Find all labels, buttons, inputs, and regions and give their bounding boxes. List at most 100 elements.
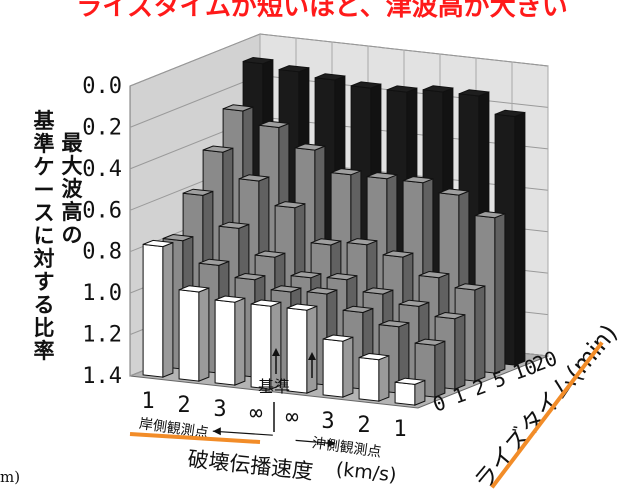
x-tick-label: 1 <box>393 417 406 442</box>
y-axis-label-char: ー <box>34 178 55 202</box>
bar-top-face <box>278 65 310 73</box>
bar-top-face <box>330 168 362 176</box>
bar-top-face <box>474 210 506 219</box>
bar-top-face <box>214 295 246 303</box>
y-axis-label-char: 大 <box>62 154 83 178</box>
bar-top-face <box>366 172 398 180</box>
bar-top-face <box>346 238 378 246</box>
x-tick-label: 3 <box>321 409 334 434</box>
arrowhead <box>308 352 316 360</box>
y-tick-label: 1.4 <box>82 364 122 389</box>
bar <box>250 299 282 390</box>
bar <box>286 303 318 394</box>
bar-top-face <box>258 120 290 129</box>
bar-side-face <box>494 212 506 374</box>
bar-top-face <box>398 299 430 307</box>
bar-side-face <box>434 340 446 398</box>
bar-side-face <box>234 297 246 386</box>
bar-side-face <box>342 336 354 398</box>
bar-top-face <box>458 89 490 97</box>
y-axis-label-char: 波 <box>62 177 84 201</box>
y-axis-label-char: す <box>34 270 55 294</box>
bar-front-face <box>286 307 308 394</box>
y-tick-label: 1.2 <box>82 323 122 348</box>
bar-side-face <box>474 285 486 382</box>
x-tick-label: 1 <box>141 389 154 414</box>
y-axis-label-char: 率 <box>34 339 55 363</box>
bar-top-face <box>238 174 270 182</box>
x-tick-label: 2 <box>357 413 370 438</box>
bar-front-face <box>142 243 164 378</box>
bar-top-face <box>198 258 230 266</box>
bar-top-face <box>250 299 282 307</box>
x-tick-label: ∞ <box>285 405 298 430</box>
bar-top-face <box>494 109 526 118</box>
bar <box>178 285 210 382</box>
arrowhead <box>272 348 280 356</box>
bar-top-face <box>234 272 266 281</box>
y-axis-label-char: に <box>34 224 55 248</box>
bar <box>322 334 354 398</box>
bar-top-face <box>326 272 358 281</box>
bar-top-face <box>218 221 250 229</box>
x-tick-label: 2 <box>177 393 190 418</box>
bar-front-face <box>358 356 380 402</box>
x-axis-unit: (km/s) <box>335 458 398 486</box>
bar-top-face <box>286 303 318 311</box>
bar-top-face <box>394 377 426 385</box>
bar <box>142 239 174 378</box>
y-axis-label-char: 対 <box>34 247 55 271</box>
bar-top-face <box>310 238 342 246</box>
bar-top-face <box>178 285 210 293</box>
bar-side-face <box>306 305 318 394</box>
bar-top-face <box>142 239 174 248</box>
y-tick-label: 0.4 <box>82 157 122 182</box>
bar-top-face <box>314 73 346 81</box>
bar-front-face <box>178 289 200 382</box>
bar-top-face <box>242 56 274 65</box>
bar-top-face <box>254 250 286 258</box>
y-axis-label-char: の <box>62 223 83 247</box>
bar-top-face <box>350 81 382 89</box>
y-tick-label: 0.2 <box>82 115 122 140</box>
y-tick-label: 1.0 <box>82 281 122 306</box>
highlight-underline <box>129 432 261 444</box>
y-axis-label-char: ス <box>34 201 55 225</box>
bar-top-face <box>402 176 434 184</box>
bar-side-face <box>378 354 390 402</box>
bar-front-face <box>394 381 416 406</box>
bar-top-face <box>270 285 302 293</box>
bar-top-face <box>386 85 418 93</box>
bar <box>394 377 426 406</box>
bar <box>358 352 390 402</box>
y-axis-label-char: 最 <box>62 131 84 155</box>
y-tick-label: 0.8 <box>82 240 122 265</box>
bar-top-face <box>434 311 466 320</box>
bar-top-face <box>322 334 354 342</box>
bar-side-face <box>162 241 174 378</box>
y-axis-label-char: 準 <box>34 132 55 156</box>
x-axis-label: 破壊伝播速度 <box>186 447 314 484</box>
y-axis-label-char: 基 <box>34 109 56 133</box>
bar-top-face <box>294 143 326 151</box>
y-tick-label: 0.6 <box>82 198 122 223</box>
bar-side-face <box>454 313 466 390</box>
bar-top-face <box>382 250 414 258</box>
bar-top-face <box>290 271 322 279</box>
bar-top-face <box>274 201 306 209</box>
bar <box>214 295 246 386</box>
bar-front-face <box>214 299 236 386</box>
x-sublabel-right: 沖側観測点 <box>311 434 383 461</box>
y-axis-label-char: 高 <box>62 200 83 224</box>
bar-side-face <box>198 287 210 382</box>
x-tick-label: 3 <box>213 397 226 422</box>
y-axis-label-char: る <box>34 293 55 317</box>
bar-top-face <box>378 320 410 328</box>
bar-top-face <box>306 287 338 295</box>
x-tick-label: ∞ <box>249 401 262 426</box>
bar-top-face <box>202 145 234 153</box>
bar-top-face <box>454 283 486 291</box>
bar-top-face <box>414 338 446 346</box>
bar-top-face <box>162 233 194 242</box>
